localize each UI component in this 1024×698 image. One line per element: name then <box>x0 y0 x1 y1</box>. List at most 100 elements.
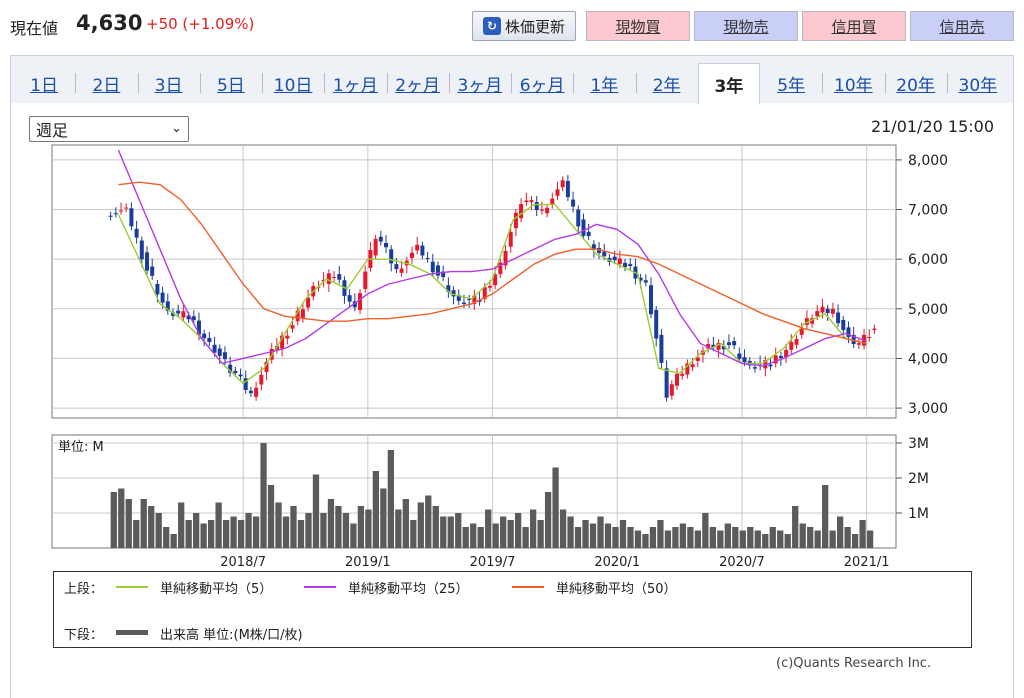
volume-bar <box>552 467 559 548</box>
volume-bar <box>769 527 776 548</box>
legend-lower-label: 下段： <box>64 628 104 643</box>
candle-body <box>737 353 742 359</box>
candle-body <box>129 208 134 227</box>
candle-body <box>560 180 565 188</box>
refresh-price-button[interactable]: ↻ 株価更新 <box>472 11 576 41</box>
volume-bar <box>642 534 649 548</box>
cash-sell-button[interactable]: 現物売 <box>694 11 798 41</box>
tab-14[interactable]: 20年 <box>896 75 935 96</box>
tab-5[interactable]: 1ヶ月 <box>332 75 378 96</box>
candle-body <box>685 363 690 375</box>
volume-bar <box>455 513 462 548</box>
candle-body <box>155 283 160 295</box>
volume-bar <box>163 527 170 548</box>
candle-body <box>664 368 669 398</box>
volume-bar <box>342 513 350 548</box>
tab-10[interactable]: 2年 <box>652 75 681 96</box>
tab-2[interactable]: 3日 <box>154 75 183 96</box>
volume-bar <box>297 520 305 548</box>
volume-bar <box>215 502 222 548</box>
period-select-value: 週足 <box>36 121 69 140</box>
ma-line-1 <box>117 149 867 367</box>
tab-1[interactable]: 2日 <box>92 75 121 96</box>
volume-bar <box>589 523 597 548</box>
candle-body <box>498 262 503 275</box>
volume-bar <box>739 530 746 548</box>
candle-body <box>654 310 659 339</box>
volume-bar <box>125 499 132 548</box>
candle-body <box>784 349 789 358</box>
tab-9[interactable]: 1年 <box>590 75 619 96</box>
volume-bar <box>500 516 507 548</box>
candle-body <box>742 357 747 363</box>
candle-body <box>550 198 555 205</box>
candle-body <box>170 312 175 316</box>
volume-bar <box>320 513 327 548</box>
candle-body <box>285 335 290 339</box>
price-value: 4,630 <box>76 11 143 35</box>
x-tick-label: 2019/7 <box>470 555 516 570</box>
tab-separator <box>822 73 824 93</box>
volume-bar <box>851 534 859 548</box>
tab-13[interactable]: 10年 <box>834 75 873 96</box>
volume-bar <box>410 520 417 548</box>
volume-bar <box>432 506 439 548</box>
volume-bar <box>515 513 522 548</box>
tab-15[interactable]: 30年 <box>958 75 998 96</box>
volume-bar <box>312 474 320 548</box>
volume-bar <box>350 523 357 548</box>
x-tick-label: 2019/1 <box>345 555 391 570</box>
candle-body <box>420 245 425 256</box>
margin-buy-button[interactable]: 信用買 <box>802 11 906 41</box>
candle-body <box>467 298 472 300</box>
tab-12[interactable]: 5年 <box>777 75 806 96</box>
tab-11[interactable]: 3年 <box>697 63 760 104</box>
candle-body <box>815 311 820 317</box>
volume-bar <box>477 527 484 548</box>
legend-volume-swatch <box>116 630 148 635</box>
volume-bar <box>859 520 866 548</box>
candle-body <box>841 319 846 331</box>
candle-body <box>264 361 269 373</box>
price-plot-frame <box>51 144 897 419</box>
volume-bar <box>185 520 192 548</box>
price-tick-label: 6,000 <box>908 252 948 268</box>
volume-bar <box>762 534 769 548</box>
candle-body <box>581 219 586 236</box>
candle-body <box>280 335 285 349</box>
volume-bar <box>627 527 634 548</box>
margin-sell-button[interactable]: 信用売 <box>910 11 1014 41</box>
candle-body <box>602 251 607 257</box>
volume-bar <box>155 513 162 548</box>
tab-7[interactable]: 3ヶ月 <box>457 75 503 96</box>
volume-bar <box>170 534 177 548</box>
volume-bar <box>260 443 267 548</box>
candle-body <box>222 352 227 360</box>
volume-bar <box>462 527 469 548</box>
tab-separator <box>324 73 326 93</box>
tab-separator <box>199 73 201 93</box>
candle-body <box>555 189 560 196</box>
tab-4[interactable]: 10日 <box>273 75 313 96</box>
candle-body <box>695 357 700 361</box>
legend-ma5-label: 単純移動平均（5） <box>160 582 273 597</box>
period-select[interactable]: 週足 ⌄ <box>29 116 189 142</box>
candle-body <box>217 348 222 356</box>
volume-bar <box>582 520 589 548</box>
volume-bar <box>709 527 716 548</box>
candle-body <box>534 202 539 211</box>
tab-3[interactable]: 5日 <box>216 75 245 96</box>
volume-bar <box>230 516 237 548</box>
candle-body <box>233 370 238 374</box>
volume-bar <box>702 513 709 548</box>
cash-buy-button[interactable]: 現物買 <box>586 11 690 41</box>
tab-0[interactable]: 1日 <box>30 75 59 96</box>
volume-bar <box>140 499 147 548</box>
legend-ma25-label: 単純移動平均（25） <box>348 582 469 597</box>
candle-body <box>191 316 196 321</box>
volume-bar <box>747 527 754 548</box>
tab-6[interactable]: 2ヶ月 <box>395 75 441 96</box>
tab-8[interactable]: 6ヶ月 <box>519 75 565 96</box>
candle-body <box>820 306 825 313</box>
volume-bar <box>372 471 380 548</box>
